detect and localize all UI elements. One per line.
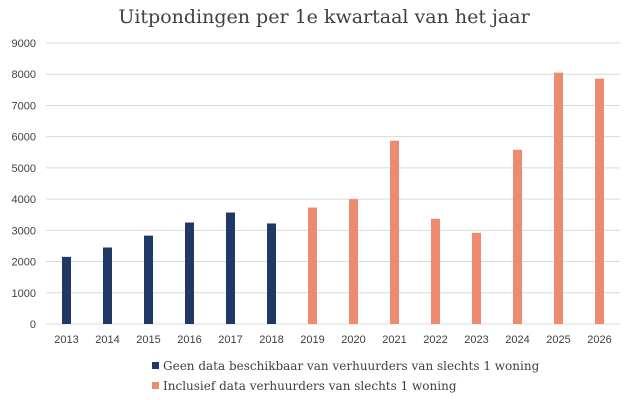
x-tick-label: 2023 — [464, 334, 488, 346]
y-tick-label: 0 — [30, 319, 36, 331]
bar-2018 — [267, 223, 276, 324]
x-tick-label: 2016 — [177, 334, 201, 346]
x-tick-label: 2022 — [423, 334, 447, 346]
bar-2015 — [144, 235, 153, 324]
bar-2022 — [431, 218, 440, 324]
x-tick-label: 2018 — [259, 334, 283, 346]
bar-2019 — [308, 207, 317, 324]
bar-2024 — [513, 149, 522, 324]
y-tick-label: 3000 — [12, 225, 36, 237]
y-tick-label: 7000 — [12, 100, 36, 112]
y-tick-label: 9000 — [12, 38, 36, 50]
legend-label: Geen data beschikbaar van verhuurders va… — [163, 359, 540, 373]
y-tick-label: 8000 — [12, 69, 36, 81]
bar-2025 — [554, 72, 563, 325]
x-tick-label: 2024 — [505, 334, 529, 346]
x-tick-label: 2013 — [54, 334, 78, 346]
x-tick-label: 2019 — [300, 334, 324, 346]
x-tick-label: 2021 — [382, 334, 406, 346]
chart-title: Uitpondingen per 1e kwartaal van het jaa… — [118, 6, 530, 28]
bar-2020 — [349, 199, 358, 324]
gridlines — [46, 42, 620, 325]
legend: Geen data beschikbaar van verhuurders va… — [152, 359, 540, 393]
legend-swatch — [152, 362, 159, 369]
bar-2016 — [185, 222, 194, 324]
y-axis-ticks: 0 1000 2000 3000 4000 5000 6000 7000 8000 9000 — [12, 38, 36, 331]
y-tick-label: 4000 — [12, 194, 36, 206]
bar-2023 — [472, 232, 481, 324]
y-tick-label: 6000 — [12, 132, 36, 144]
x-tick-label: 2014 — [95, 334, 119, 346]
x-tick-label: 2015 — [136, 334, 160, 346]
x-tick-label: 2026 — [587, 334, 611, 346]
bar-2013 — [62, 256, 71, 324]
bar-2017 — [226, 212, 235, 324]
legend-label: Inclusief data verhuurders van slechts 1… — [163, 379, 457, 393]
y-tick-label: 5000 — [12, 163, 36, 175]
bars — [62, 72, 604, 325]
x-tick-label: 2017 — [218, 334, 242, 346]
bar-2021 — [390, 140, 399, 324]
x-axis-ticks: 2013 2014 2015 2016 2017 2018 2019 2020 2021 2022… — [54, 334, 611, 346]
legend-swatch — [152, 382, 159, 389]
y-tick-label: 1000 — [12, 288, 36, 300]
x-tick-label: 2025 — [546, 334, 570, 346]
bar-2014 — [103, 247, 112, 324]
y-tick-label: 2000 — [12, 257, 36, 269]
bar-2026 — [595, 78, 604, 325]
x-tick-label: 2020 — [341, 334, 365, 346]
